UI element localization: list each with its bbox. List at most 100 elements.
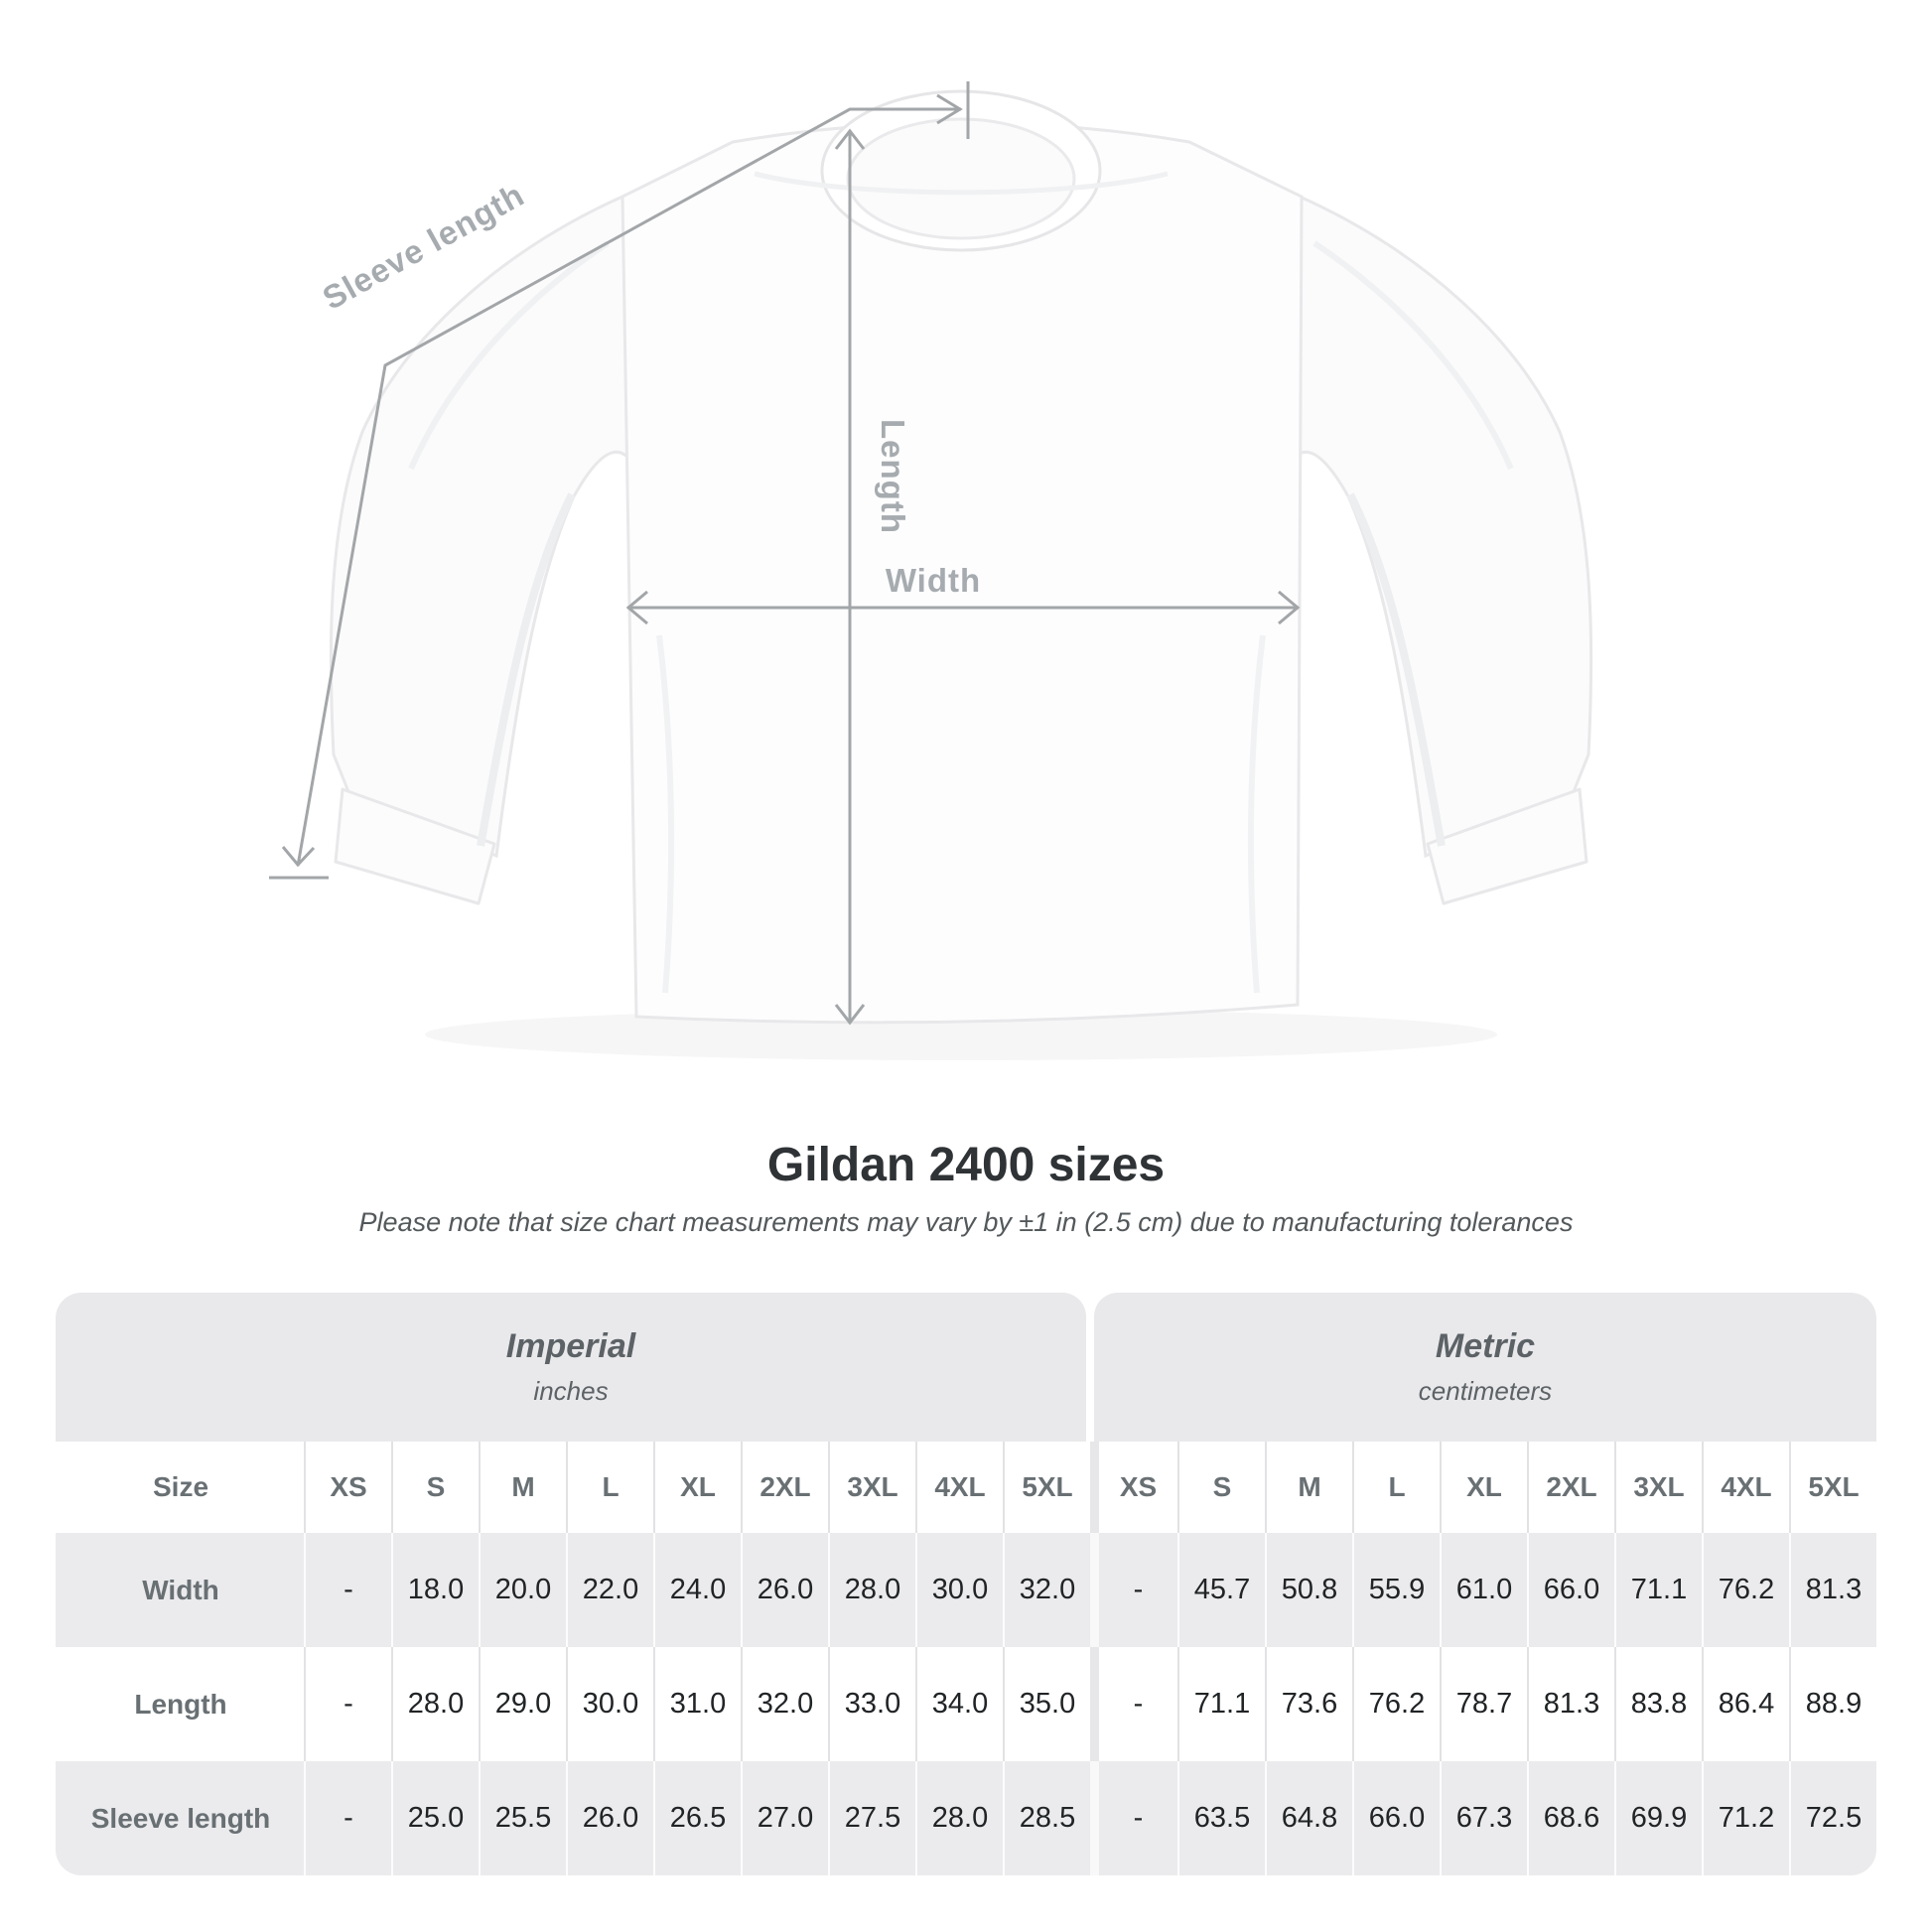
value-metric-length-2xl: 81.3 — [1527, 1647, 1614, 1761]
page-title: Gildan 2400 sizes — [766, 1139, 1166, 1191]
row-label-width: Width — [56, 1533, 304, 1647]
value-metric-width-3xl: 71.1 — [1614, 1533, 1702, 1647]
value-imperial-length-2xl: 32.0 — [741, 1647, 828, 1761]
sleeve-length-arrowhead-bottom — [281, 846, 316, 868]
width-arrowhead-right — [1278, 590, 1301, 625]
size-header-imperial-l: L — [566, 1442, 653, 1533]
size-header-imperial-5xl: 5XL — [1003, 1442, 1090, 1533]
value-metric-sleeve-length-xs: - — [1090, 1761, 1177, 1875]
size-header-imperial-xl: XL — [653, 1442, 741, 1533]
value-metric-length-3xl: 83.8 — [1614, 1647, 1702, 1761]
left-cuff — [334, 787, 496, 905]
width-arrowhead-left — [625, 590, 648, 625]
size-header-metric-xl: XL — [1440, 1442, 1527, 1533]
value-imperial-sleeve-length-m: 25.5 — [479, 1761, 566, 1875]
value-metric-sleeve-length-xl: 67.3 — [1440, 1761, 1527, 1875]
value-imperial-width-s: 18.0 — [391, 1533, 479, 1647]
length-arrowhead-top — [834, 128, 866, 150]
value-imperial-length-3xl: 33.0 — [828, 1647, 915, 1761]
value-metric-length-m: 73.6 — [1265, 1647, 1352, 1761]
shirt-measurement-diagram: Sleeve length Length Width — [269, 81, 1593, 1060]
imperial-header-band: Imperial inches — [56, 1293, 1086, 1442]
size-header-metric-2xl: 2XL — [1527, 1442, 1614, 1533]
value-metric-sleeve-length-m: 64.8 — [1265, 1761, 1352, 1875]
row-label-length: Length — [56, 1647, 304, 1761]
length-label: Length — [875, 419, 911, 534]
value-imperial-sleeve-length-4xl: 28.0 — [915, 1761, 1003, 1875]
sleeve-length-line — [296, 107, 961, 867]
value-imperial-sleeve-length-xl: 26.5 — [653, 1761, 741, 1875]
value-metric-width-5xl: 81.3 — [1789, 1533, 1876, 1647]
right-cuff — [1426, 787, 1588, 905]
width-label: Width — [886, 562, 981, 599]
value-metric-sleeve-length-l: 66.0 — [1352, 1761, 1440, 1875]
value-metric-width-s: 45.7 — [1177, 1533, 1265, 1647]
value-imperial-sleeve-length-s: 25.0 — [391, 1761, 479, 1875]
size-table: Imperial inches Metric centimeters Size X… — [56, 1293, 1876, 1875]
row-label-sleeve-length: Sleeve length — [56, 1761, 304, 1875]
size-header-imperial-xs: XS — [304, 1442, 391, 1533]
size-header-imperial-4xl: 4XL — [915, 1442, 1003, 1533]
size-header-metric-s: S — [1177, 1442, 1265, 1533]
size-header-imperial-2xl: 2XL — [741, 1442, 828, 1533]
metric-header-band: Metric centimeters — [1094, 1293, 1876, 1442]
size-header-imperial-s: S — [391, 1442, 479, 1533]
value-imperial-sleeve-length-xs: - — [304, 1761, 391, 1875]
value-metric-width-m: 50.8 — [1265, 1533, 1352, 1647]
value-metric-width-l: 55.9 — [1352, 1533, 1440, 1647]
value-imperial-width-5xl: 32.0 — [1003, 1533, 1090, 1647]
value-imperial-sleeve-length-3xl: 27.5 — [828, 1761, 915, 1875]
value-imperial-length-4xl: 34.0 — [915, 1647, 1003, 1761]
value-metric-sleeve-length-4xl: 71.2 — [1702, 1761, 1789, 1875]
value-metric-sleeve-length-5xl: 72.5 — [1789, 1761, 1876, 1875]
value-imperial-length-s: 28.0 — [391, 1647, 479, 1761]
value-imperial-sleeve-length-5xl: 28.5 — [1003, 1761, 1090, 1875]
metric-label: Metric — [1435, 1327, 1536, 1365]
value-metric-width-4xl: 76.2 — [1702, 1533, 1789, 1647]
long-sleeve-shirt-illustration — [329, 89, 1593, 1060]
value-imperial-length-m: 29.0 — [479, 1647, 566, 1761]
value-metric-width-xl: 61.0 — [1440, 1533, 1527, 1647]
collar-inner — [846, 117, 1076, 240]
size-header-metric-xs: XS — [1090, 1442, 1177, 1533]
value-imperial-sleeve-length-2xl: 27.0 — [741, 1761, 828, 1875]
tolerance-note: Please note that size chart measurements… — [358, 1207, 1574, 1237]
value-metric-sleeve-length-3xl: 69.9 — [1614, 1761, 1702, 1875]
value-imperial-length-5xl: 35.0 — [1003, 1647, 1090, 1761]
imperial-label: Imperial — [505, 1327, 636, 1365]
value-imperial-width-l: 22.0 — [566, 1533, 653, 1647]
measurement-lines — [269, 81, 1301, 1026]
left-sleeve — [329, 194, 641, 859]
value-imperial-length-l: 30.0 — [566, 1647, 653, 1761]
value-imperial-length-xl: 31.0 — [653, 1647, 741, 1761]
value-imperial-width-2xl: 26.0 — [741, 1533, 828, 1647]
value-metric-width-2xl: 66.0 — [1527, 1533, 1614, 1647]
value-metric-sleeve-length-2xl: 68.6 — [1527, 1761, 1614, 1875]
value-metric-width-xs: - — [1090, 1533, 1177, 1647]
size-header-metric-5xl: 5XL — [1789, 1442, 1876, 1533]
value-metric-sleeve-length-s: 63.5 — [1177, 1761, 1265, 1875]
value-metric-length-xl: 78.7 — [1440, 1647, 1527, 1761]
value-imperial-length-xs: - — [304, 1647, 391, 1761]
value-metric-length-s: 71.1 — [1177, 1647, 1265, 1761]
value-imperial-width-3xl: 28.0 — [828, 1533, 915, 1647]
value-imperial-width-xl: 24.0 — [653, 1533, 741, 1647]
value-metric-length-xs: - — [1090, 1647, 1177, 1761]
value-metric-length-5xl: 88.9 — [1789, 1647, 1876, 1761]
metric-unit: centimeters — [1418, 1376, 1553, 1406]
value-imperial-sleeve-length-l: 26.0 — [566, 1761, 653, 1875]
value-imperial-width-m: 20.0 — [479, 1533, 566, 1647]
right-sleeve — [1281, 194, 1593, 859]
value-metric-length-l: 76.2 — [1352, 1647, 1440, 1761]
value-metric-length-4xl: 86.4 — [1702, 1647, 1789, 1761]
size-header-metric-m: M — [1265, 1442, 1352, 1533]
size-header-imperial-m: M — [479, 1442, 566, 1533]
size-header-imperial-3xl: 3XL — [828, 1442, 915, 1533]
value-imperial-width-4xl: 30.0 — [915, 1533, 1003, 1647]
size-header-metric-4xl: 4XL — [1702, 1442, 1789, 1533]
size-header-metric-3xl: 3XL — [1614, 1442, 1702, 1533]
value-imperial-width-xs: - — [304, 1533, 391, 1647]
length-arrowhead-bottom — [834, 1004, 866, 1026]
size-column-header: Size — [56, 1442, 304, 1533]
